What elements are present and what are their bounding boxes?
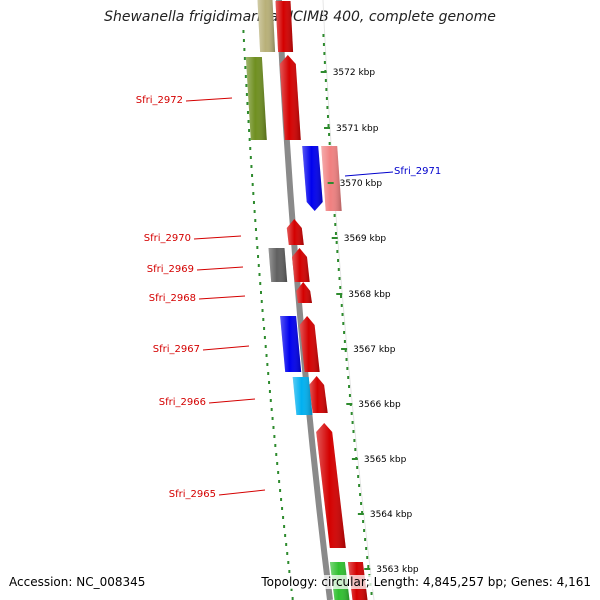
gene-arrow[interactable] [302,146,323,211]
feature-track [245,0,368,600]
gene-label[interactable]: Sfri_2969 [147,264,244,275]
gene-label-text: Sfri_2971 [394,166,441,177]
tick-mark [324,127,331,129]
topology-text: Topology: circular; Length: 4,845,257 bp… [261,575,591,589]
kbp-ticks: 3572 kbp 3571 kbp 3570 kbp 3569 kbp 3568 kbp… [320,68,419,575]
track-outline [322,0,375,600]
leader-line [344,171,394,177]
gene-arrow[interactable] [316,423,346,548]
gene-label-text: Sfri_2966 [159,397,206,408]
leader-line [185,97,233,102]
gene-label[interactable]: Sfri_2972 [136,95,233,106]
tick-mark [341,348,348,350]
gene-arrow[interactable] [275,1,294,52]
leader-line [208,398,256,404]
tick-label: 3569 kbp [344,234,387,244]
cds-bar[interactable] [292,377,313,415]
gene-label-text: Sfri_2969 [147,264,194,275]
tick-label: 3566 kbp [358,400,401,410]
gene-arrow[interactable] [299,316,320,372]
leader-line [193,235,242,240]
gene-labels: Sfri_2972 Sfri_2971 Sfri_2970 Sfri_2969 Sfri… [136,95,441,500]
tick-label: 3564 kbp [370,510,413,520]
tick-mark [346,403,353,405]
gene-label[interactable]: Sfri_2968 [149,293,246,304]
gene-label[interactable]: Sfri_2965 [169,489,266,500]
tick-label: 3572 kbp [333,68,376,78]
cds-bar[interactable] [280,316,302,372]
tick-mark [357,513,364,515]
gene-label[interactable]: Sfri_2967 [153,344,250,355]
tick-mark [351,458,358,460]
tick-label: 3568 kbp [348,290,391,300]
tick-mark [327,182,334,184]
leader-line [202,345,250,351]
leader-line [198,295,246,300]
cds-bar[interactable] [245,57,267,140]
tick-mark [320,71,327,73]
leader-line [218,489,266,496]
tick-label: 3563 kbp [376,565,419,575]
tick-label: 3565 kbp [364,455,407,465]
gene-label-text: Sfri_2965 [169,489,216,500]
gene-label-text: Sfri_2970 [144,233,191,244]
map-title: Shewanella frigidimarina NCIMB 400, comp… [104,9,496,25]
gene-label[interactable]: Sfri_2970 [144,233,242,244]
gene-arrow[interactable] [292,248,310,282]
cds-bar[interactable] [268,248,288,282]
tick-mark [364,568,371,570]
gene-label-text: Sfri_2968 [149,293,196,304]
gene-arrow[interactable] [296,282,312,303]
tick-mark [336,293,343,295]
tick-label: 3571 kbp [336,124,379,134]
tick-label: 3570 kbp [340,179,383,189]
gene-label-text: Sfri_2967 [153,344,200,355]
cds-bar[interactable] [321,146,342,211]
tick-label: 3567 kbp [353,345,396,355]
cds-bar[interactable] [257,0,276,52]
gene-arrow[interactable] [309,376,328,413]
gene-arrow[interactable] [279,55,301,140]
accession-text: Accession: NC_008345 [9,575,146,589]
gene-label-text: Sfri_2972 [136,95,183,106]
gene-label[interactable]: Sfri_2971 [344,166,441,177]
gene-arrow[interactable] [286,219,304,245]
leader-line [196,266,244,271]
gene-label[interactable]: Sfri_2966 [159,397,256,408]
tick-mark [331,237,338,239]
